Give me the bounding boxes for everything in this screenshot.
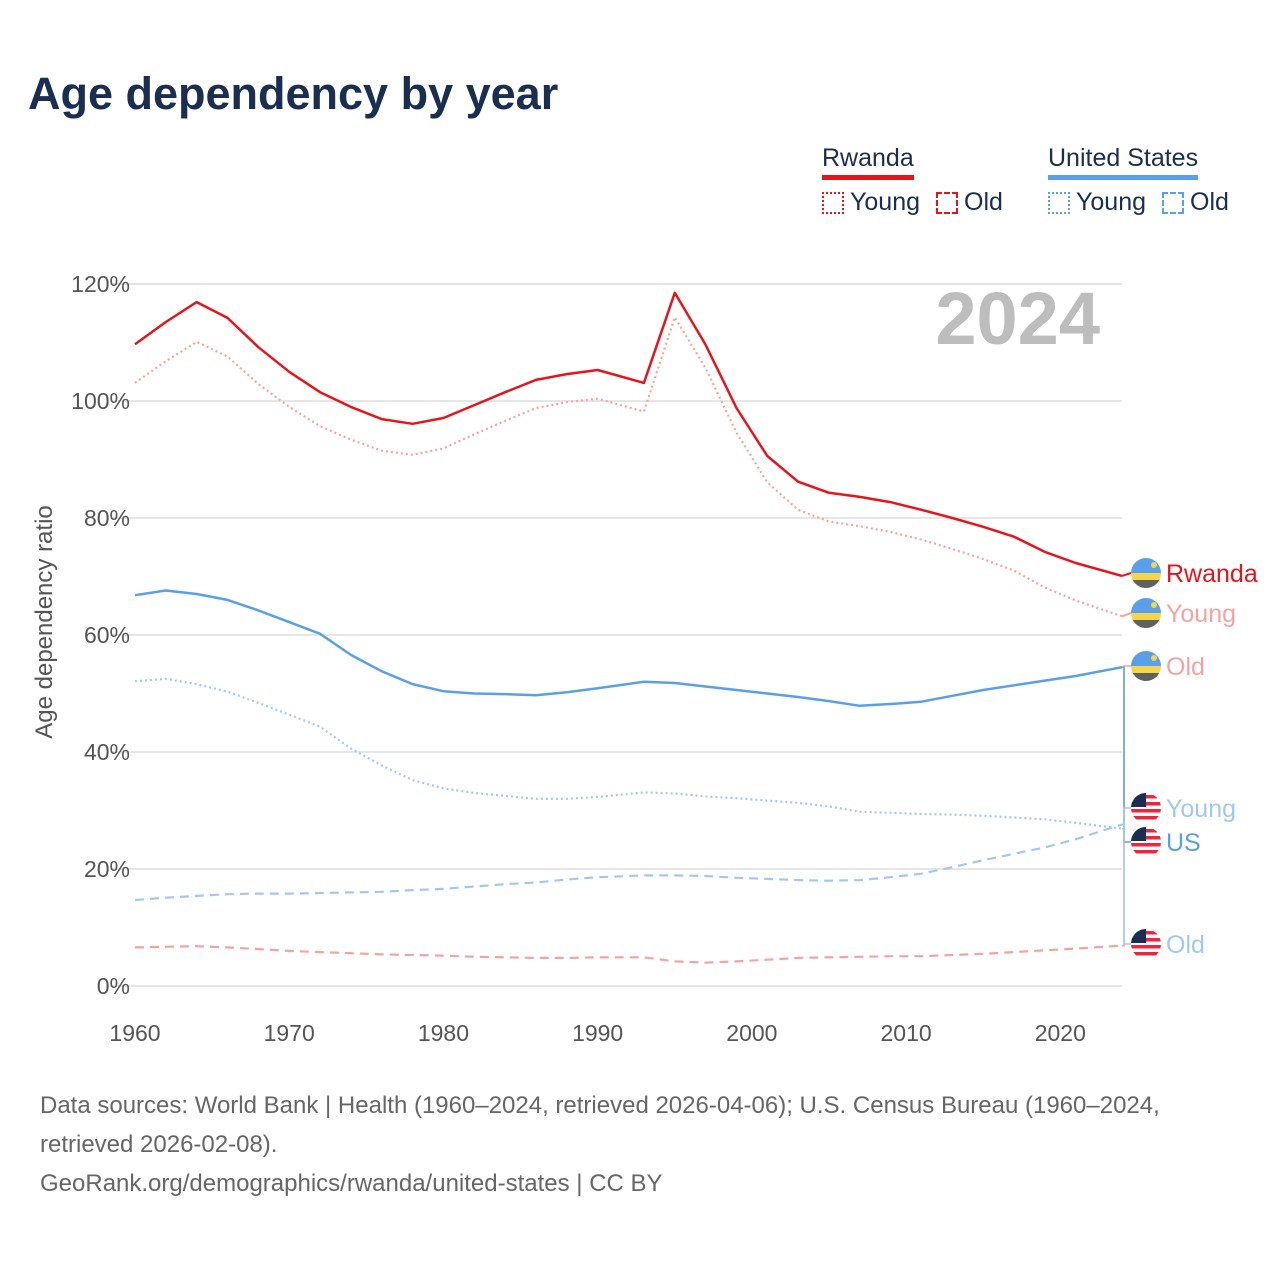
x-tick-label: 2000 bbox=[726, 1020, 777, 1046]
series-line-united-states-old bbox=[134, 823, 1123, 902]
legend-item-rwanda-old[interactable]: Old bbox=[936, 188, 1003, 217]
legend-country-united-states[interactable]: United States bbox=[1048, 144, 1199, 180]
legend-label: Old bbox=[964, 188, 1003, 216]
y-tick-label: 40% bbox=[84, 739, 130, 765]
legend-label: Young bbox=[1076, 188, 1146, 216]
y-tick-label: 0% bbox=[97, 973, 130, 999]
end-label: Rwanda bbox=[1166, 560, 1258, 588]
series-line-rwanda-old bbox=[134, 944, 1123, 964]
x-tick-label: 2020 bbox=[1035, 1020, 1086, 1046]
series-line-rwanda bbox=[134, 291, 1123, 578]
legend-label: Old bbox=[1190, 188, 1229, 216]
chart-title: Age dependency by year bbox=[28, 68, 559, 119]
label-connector bbox=[1122, 823, 1131, 945]
x-tick-label: 1980 bbox=[418, 1020, 469, 1046]
series-line-united-states bbox=[134, 589, 1123, 708]
y-tick-label: 80% bbox=[84, 505, 130, 531]
end-label: Young bbox=[1166, 795, 1236, 823]
rwanda-flag-icon bbox=[1131, 558, 1161, 588]
rwanda-flag-icon bbox=[1131, 598, 1161, 628]
x-tick-label: 2010 bbox=[881, 1020, 932, 1046]
y-tick-label: 60% bbox=[84, 622, 130, 648]
series-line-united-states-young bbox=[134, 677, 1123, 830]
y-tick-label: 20% bbox=[84, 856, 130, 882]
license: | CC BY bbox=[569, 1170, 663, 1197]
legend-item-us-old[interactable]: Old bbox=[1162, 188, 1229, 217]
y-tick-label: 120% bbox=[71, 271, 130, 297]
year-watermark: 2024 bbox=[935, 277, 1100, 360]
footer: Data sources: World Bank | Health (1960–… bbox=[40, 1086, 1250, 1203]
end-label: Old bbox=[1166, 653, 1205, 681]
series-line-rwanda-young bbox=[134, 316, 1123, 618]
end-label: Old bbox=[1166, 931, 1205, 959]
us-flag-icon bbox=[1131, 827, 1161, 857]
y-axis-label: Age dependency ratio bbox=[31, 505, 58, 739]
x-tick-label: 1990 bbox=[572, 1020, 623, 1046]
dotted-swatch-icon bbox=[822, 191, 844, 214]
x-tick-label: 1960 bbox=[109, 1020, 160, 1046]
legend-label: Young bbox=[850, 188, 920, 216]
label-connector bbox=[1121, 572, 1132, 577]
us-flag-icon bbox=[1131, 929, 1161, 959]
data-sources: Data sources: World Bank | Health (1960–… bbox=[40, 1092, 1160, 1158]
legend-rwanda: Rwanda Young Old bbox=[822, 144, 1003, 217]
end-label: US bbox=[1166, 829, 1201, 857]
dashed-swatch-icon bbox=[1162, 191, 1184, 214]
dotted-swatch-icon bbox=[1048, 191, 1070, 214]
legend-item-rwanda-young[interactable]: Young bbox=[822, 188, 920, 217]
label-connector bbox=[1122, 807, 1131, 830]
rwanda-flag-icon bbox=[1131, 651, 1161, 681]
source-link[interactable]: GeoRank.org/demographics/rwanda/united-s… bbox=[40, 1170, 570, 1197]
legend-united-states: United States Young Old bbox=[1048, 144, 1229, 217]
label-connector bbox=[1122, 666, 1131, 843]
y-tick-label: 100% bbox=[71, 388, 130, 414]
legend-country-rwanda[interactable]: Rwanda bbox=[822, 144, 914, 180]
legend-item-us-young[interactable]: Young bbox=[1048, 188, 1146, 217]
dashed-swatch-icon bbox=[936, 191, 958, 214]
x-tick-label: 1970 bbox=[264, 1020, 315, 1046]
end-label: Young bbox=[1166, 600, 1236, 628]
us-flag-icon bbox=[1131, 793, 1161, 823]
label-connector bbox=[1121, 612, 1132, 618]
